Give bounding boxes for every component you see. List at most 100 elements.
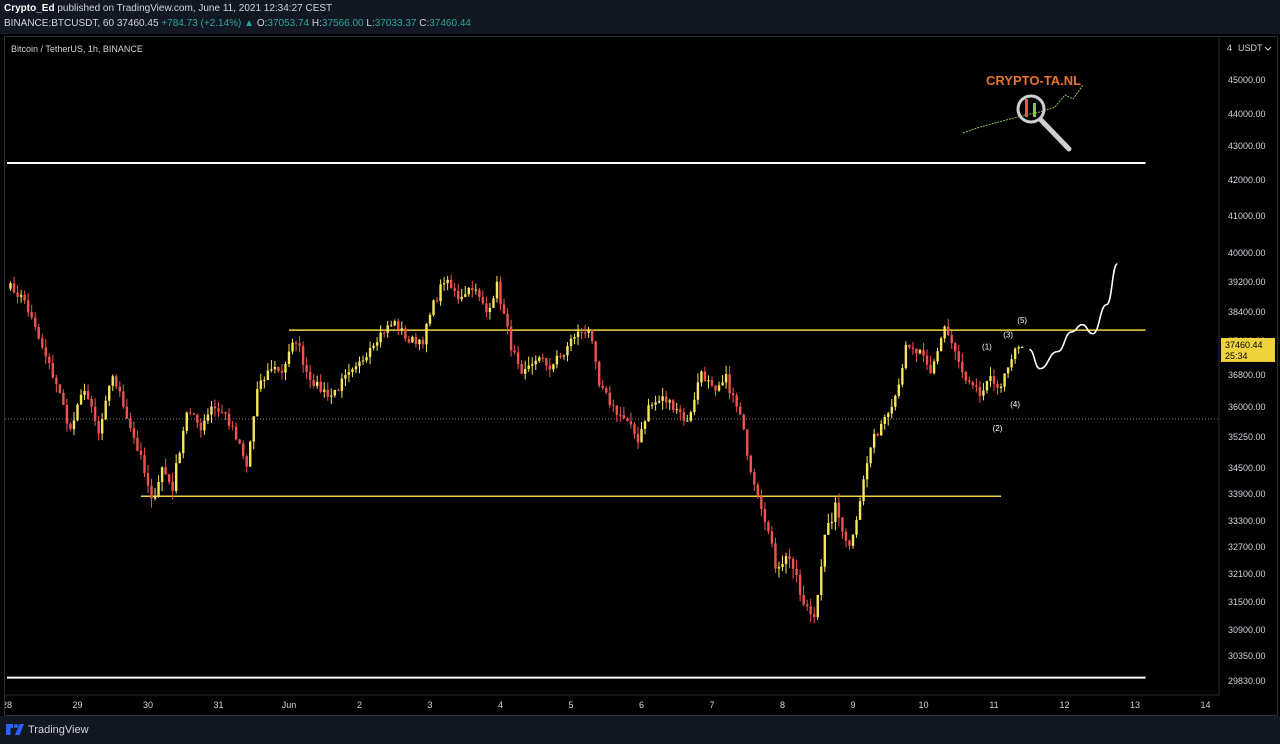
watermark-candle-icon bbox=[1025, 99, 1028, 117]
price-tick-label: 44000.00 bbox=[1228, 109, 1266, 119]
candle bbox=[619, 414, 622, 416]
candle bbox=[647, 405, 650, 422]
candle bbox=[136, 437, 139, 451]
candle bbox=[365, 357, 368, 361]
price-tick-label: 29830.00 bbox=[1228, 676, 1266, 686]
candle bbox=[982, 390, 985, 396]
crypto-ta-watermark: CRYPTO-TA.NL bbox=[962, 73, 1084, 152]
watermark-candle-icon bbox=[1033, 103, 1036, 117]
close-label: C: bbox=[419, 18, 430, 29]
candle bbox=[661, 396, 664, 401]
candle bbox=[139, 450, 143, 456]
candle bbox=[224, 412, 227, 414]
price-chart[interactable]: CRYPTO-TA.NL (1) (2) (3) (4) (5) Bitcoin / Tet… bbox=[5, 37, 1277, 715]
candle bbox=[280, 370, 284, 373]
candle bbox=[326, 389, 329, 397]
price-tick-label: 40000.00 bbox=[1228, 248, 1266, 258]
candle bbox=[393, 321, 396, 326]
candle bbox=[753, 472, 756, 485]
candle bbox=[770, 531, 774, 544]
candle bbox=[531, 364, 534, 366]
candle bbox=[337, 390, 340, 392]
tradingview-logo-icon[interactable] bbox=[6, 724, 24, 735]
time-tick-label: 10 bbox=[918, 700, 928, 710]
tradingview-brand[interactable]: TradingView bbox=[28, 724, 89, 736]
open-label: O: bbox=[256, 18, 268, 29]
candle bbox=[457, 291, 460, 300]
candle bbox=[178, 453, 181, 464]
candle bbox=[580, 331, 583, 333]
time-tick-label: 8 bbox=[780, 700, 785, 710]
publish-header: Crypto_Ed published on TradingView.com, … bbox=[0, 0, 1280, 34]
candle bbox=[756, 484, 760, 497]
candle bbox=[925, 355, 929, 365]
candle bbox=[844, 531, 848, 541]
candle bbox=[767, 522, 770, 532]
candle bbox=[400, 328, 403, 330]
candle bbox=[79, 394, 83, 405]
candle bbox=[911, 347, 915, 349]
candle bbox=[115, 376, 118, 387]
candle bbox=[805, 604, 809, 607]
candle bbox=[710, 380, 714, 386]
candle bbox=[894, 395, 897, 407]
candle bbox=[573, 337, 576, 339]
candle bbox=[481, 296, 485, 304]
candle bbox=[795, 568, 798, 576]
price-tick-label: 30350.00 bbox=[1228, 651, 1266, 661]
candle bbox=[157, 482, 160, 497]
price-tick-label: 39200.00 bbox=[1228, 277, 1266, 287]
candle bbox=[996, 383, 999, 389]
candle bbox=[975, 385, 978, 387]
time-tick-label: 3 bbox=[427, 700, 432, 710]
time-tick-label: 30 bbox=[143, 700, 153, 710]
candle bbox=[277, 366, 280, 371]
candle bbox=[65, 404, 69, 424]
candle bbox=[865, 463, 869, 480]
candle bbox=[922, 349, 925, 356]
chart-frame[interactable]: CRYPTO-TA.NL (1) (2) (3) (4) (5) Bitcoin / Tet… bbox=[4, 36, 1278, 716]
candle bbox=[492, 298, 495, 308]
candle bbox=[513, 350, 516, 353]
candle bbox=[12, 283, 16, 293]
candle bbox=[538, 357, 541, 361]
candle bbox=[125, 406, 129, 419]
candle bbox=[51, 362, 55, 378]
author-name[interactable]: Crypto_Ed bbox=[4, 3, 55, 14]
price-tick-label: 32700.00 bbox=[1228, 542, 1266, 552]
time-tick-label: 11 bbox=[989, 700, 998, 710]
price-tick-label: 33900.00 bbox=[1228, 489, 1266, 499]
candle bbox=[883, 416, 886, 424]
candle bbox=[848, 540, 851, 546]
candle bbox=[957, 351, 960, 362]
candle bbox=[608, 392, 611, 406]
candle bbox=[418, 339, 421, 345]
candle bbox=[841, 517, 844, 532]
candle bbox=[1013, 348, 1017, 360]
candle bbox=[968, 380, 971, 383]
candle bbox=[284, 363, 287, 373]
candle bbox=[1010, 359, 1013, 368]
candle bbox=[939, 338, 943, 352]
last-price-label: 37460.44 bbox=[1225, 340, 1263, 350]
candle bbox=[784, 556, 788, 564]
candle bbox=[675, 409, 678, 411]
candle bbox=[672, 400, 675, 410]
candle bbox=[594, 341, 597, 362]
ohlc-line: BINANCE:BTCUSDT, 60 37460.45 +784.73 (+2… bbox=[4, 18, 471, 29]
candle bbox=[256, 389, 259, 417]
price-tick-label: 31500.00 bbox=[1228, 597, 1266, 607]
candle bbox=[622, 415, 626, 419]
candle bbox=[351, 369, 354, 373]
candle bbox=[858, 501, 862, 520]
candle bbox=[460, 296, 463, 300]
candle bbox=[227, 413, 231, 426]
candle bbox=[488, 307, 492, 313]
candle bbox=[474, 289, 478, 291]
candle bbox=[598, 361, 601, 386]
candle bbox=[319, 381, 322, 392]
candle bbox=[809, 606, 812, 615]
candle bbox=[696, 382, 700, 400]
candle bbox=[259, 380, 262, 390]
candle bbox=[354, 366, 358, 370]
